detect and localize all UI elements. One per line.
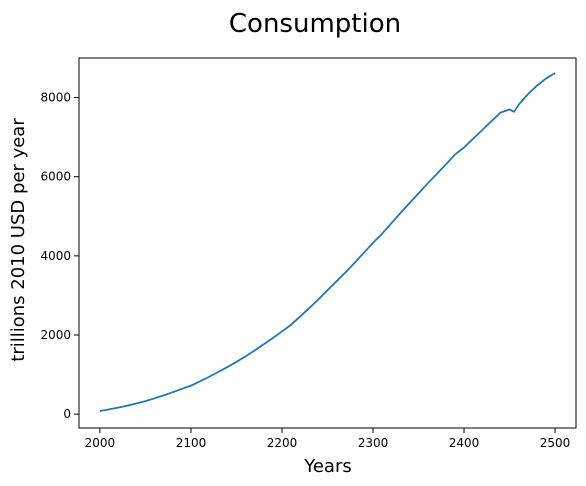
plot-area-frame [78,57,577,429]
x-tick-label: 2400 [449,436,480,450]
x-axis: 2000 2100 2200 2300 2400 2500 [85,428,571,450]
x-tick-label: 2300 [358,436,389,450]
x-tick-label: 2100 [176,436,207,450]
y-tick-label: 4000 [40,249,71,263]
series-line [99,72,556,412]
x-tick-label: 2000 [85,436,116,450]
y-tick-label: 6000 [40,170,71,184]
y-tick-label: 8000 [40,91,71,105]
y-axis-title: trillions 2010 USD per year [8,118,29,362]
y-tick-label: 2000 [40,328,71,342]
x-tick-label: 2500 [540,436,571,450]
x-tick-label: 2200 [267,436,298,450]
chart-title: Consumption [229,9,401,39]
y-tick-label: 0 [63,407,71,421]
y-axis: 0 2000 4000 6000 8000 [40,91,79,421]
series-layer [99,72,556,412]
x-axis-title: Years [303,456,352,477]
